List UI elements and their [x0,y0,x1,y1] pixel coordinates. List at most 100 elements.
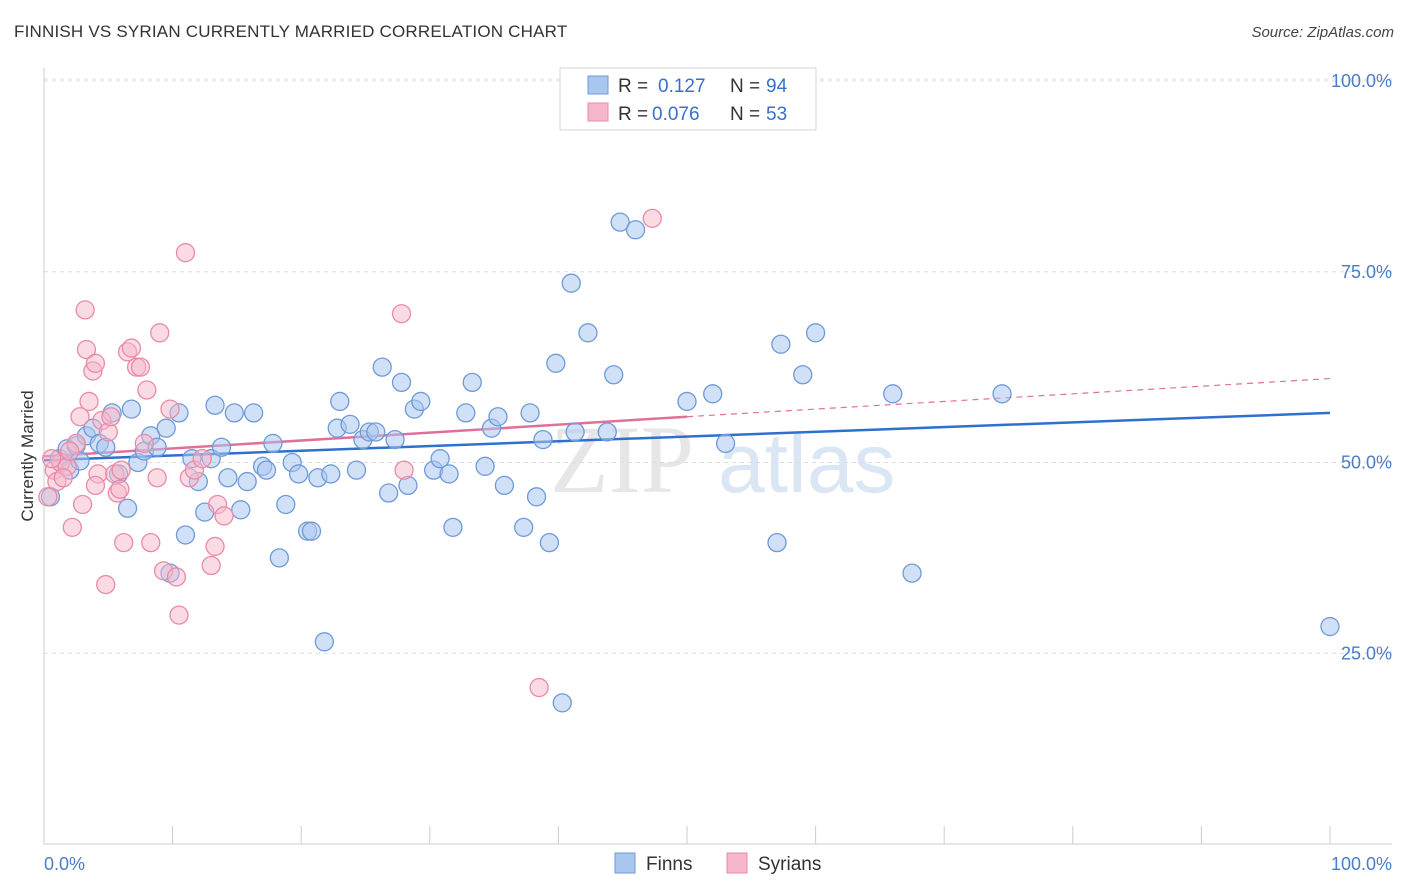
finns-point [330,391,350,412]
legend-r-label-finns: R = [618,76,648,97]
finns-point [175,525,196,545]
syrians-point [205,536,225,557]
finns-point [494,475,515,496]
finns-point [546,353,566,373]
finns-point [256,460,277,480]
syrians-point [70,407,90,427]
finns-point [488,407,508,427]
syrians-point [110,479,130,499]
bottom-legend-label-syrians: Syrians [758,854,821,875]
finns-point [533,429,553,450]
syrians-point [111,460,131,480]
syrians-point [201,555,221,576]
finns-point [443,517,463,538]
syrians-point [394,460,414,480]
syrians-point [62,517,82,538]
syrians-point [175,243,196,263]
syrians-point [60,441,80,461]
syrians-point [391,304,412,324]
syrians-point [137,380,157,400]
y-tick-label-25: 25.0% [1341,643,1392,663]
syrians-point [76,339,97,360]
finns-point [793,365,813,385]
finns-point [625,220,646,240]
x-tick-label-0: 0.0% [44,854,85,874]
finns-point [552,693,572,713]
bottom-legend-swatch-syrians [726,852,748,874]
finns-point [237,471,257,492]
y-axis-title: Currently Married [18,390,37,521]
x-tick-label-100: 100.0% [1331,854,1392,874]
finns-point [117,498,138,518]
finns-point [205,395,225,415]
series-legend: Finns Syrians [614,852,821,875]
finns-point [610,212,630,232]
finns-point [767,532,787,553]
legend-n-label-finns: N = [730,76,760,97]
syrians-point [101,407,121,427]
syrians-point [42,449,62,469]
correlation-legend: R = 0.127 N = 94 R = 0.076 N = 53 [559,67,817,131]
legend-n-value-syrians: 53 [766,104,787,125]
syrians-point [85,475,106,496]
finns-point [372,357,392,377]
finns-point [526,487,547,507]
finns-point [321,464,341,484]
legend-r-value-finns: 0.127 [658,76,706,97]
finns-point [992,384,1012,404]
finns-point [561,273,581,293]
legend-n-value-finns: 94 [766,76,788,97]
syrians-point [72,494,93,515]
legend-r-value-syrians: 0.076 [652,104,700,125]
finns-point [1320,616,1340,637]
bottom-legend-label-finns: Finns [646,854,692,875]
finns-point [378,483,399,503]
finns-point [520,403,540,423]
finns-point [565,422,585,442]
finns-point [883,384,903,404]
syrians-point [85,353,106,373]
syrians-point [169,605,189,625]
finns-point [121,399,142,419]
finns-point [430,449,450,469]
finns-point [314,632,334,652]
finns-point [269,548,289,568]
syrians-point [79,391,99,412]
finns-point [411,391,431,412]
syrians-point [121,338,142,358]
finns-point [263,433,283,454]
finns-point [156,418,176,438]
finns-point [301,521,322,541]
finns-point [346,460,367,480]
finns-point [456,403,476,423]
finns-point [391,372,412,393]
finns-point [439,464,459,484]
syrians-point [96,574,116,595]
finns-point [366,422,386,442]
syrians-point [214,506,234,526]
y-tick-label-100: 100.0% [1331,71,1392,91]
syrians-point [75,300,95,320]
syrians-point [147,468,167,488]
legend-swatch-syrians [587,102,609,122]
syrians-point [150,323,170,343]
finns-point [288,464,309,484]
syrians-point [141,532,161,553]
finns-point [514,517,534,538]
bottom-legend-swatch-finns [614,852,636,874]
finns-point [462,372,482,393]
syrians-point [192,449,212,469]
syrians-point [529,677,549,698]
syrians-point [642,208,662,228]
watermark-zip: ZIP [550,406,694,513]
source-label: Source: ZipAtlas.com [1251,24,1394,41]
finns-point [475,456,495,476]
gridlines [44,78,1392,654]
syrians-point [160,399,180,419]
finns-point [703,384,723,404]
finns-trend-line [43,411,1331,462]
y-tick-labels: 25.0% 50.0% 75.0% 100.0% [1331,71,1392,663]
finns-point [805,323,826,343]
syrians-point [53,468,73,488]
y-tick-label-50: 50.0% [1341,453,1392,473]
